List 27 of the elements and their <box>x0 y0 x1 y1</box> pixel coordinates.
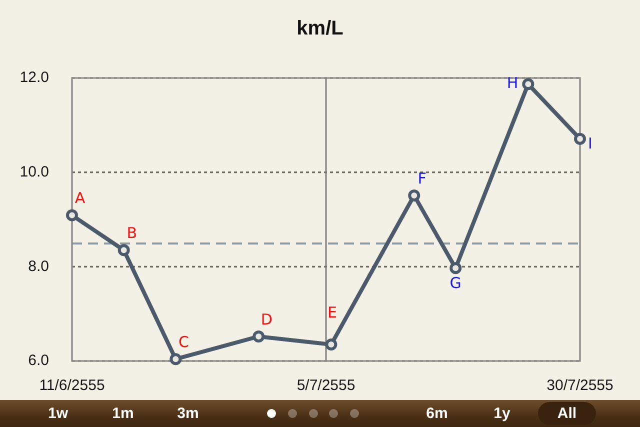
point <box>450 262 462 274</box>
y-tick-label: 10.0 <box>20 163 49 180</box>
y-tick-label: 6.0 <box>28 352 49 370</box>
annotation: G <box>450 274 462 292</box>
annotation: C <box>178 333 189 352</box>
y-tick-label: 8.0 <box>28 258 49 275</box>
point <box>408 189 420 202</box>
point <box>522 78 534 90</box>
point <box>170 353 182 366</box>
annotation: E <box>327 303 337 322</box>
point <box>252 330 265 342</box>
y-tick-label: 12.0 <box>20 69 49 86</box>
x-tick-label: 11/6/2555 <box>39 377 105 394</box>
point <box>118 244 130 256</box>
toolbar: 1w 1m 3m 6m 1y All <box>0 400 640 427</box>
annotation: F <box>418 169 426 188</box>
annotation: I <box>588 134 592 153</box>
x-tick-label: 30/7/2555 <box>546 377 614 394</box>
annotation: A <box>74 189 86 208</box>
annotation: B <box>126 224 137 242</box>
annotation: H <box>506 74 518 92</box>
point <box>66 209 78 222</box>
chart-title: km/L <box>296 18 344 40</box>
point <box>325 338 338 350</box>
point <box>574 132 586 145</box>
x-tick-label: 5/7/2555 <box>296 377 356 394</box>
annotation: D <box>260 310 272 328</box>
